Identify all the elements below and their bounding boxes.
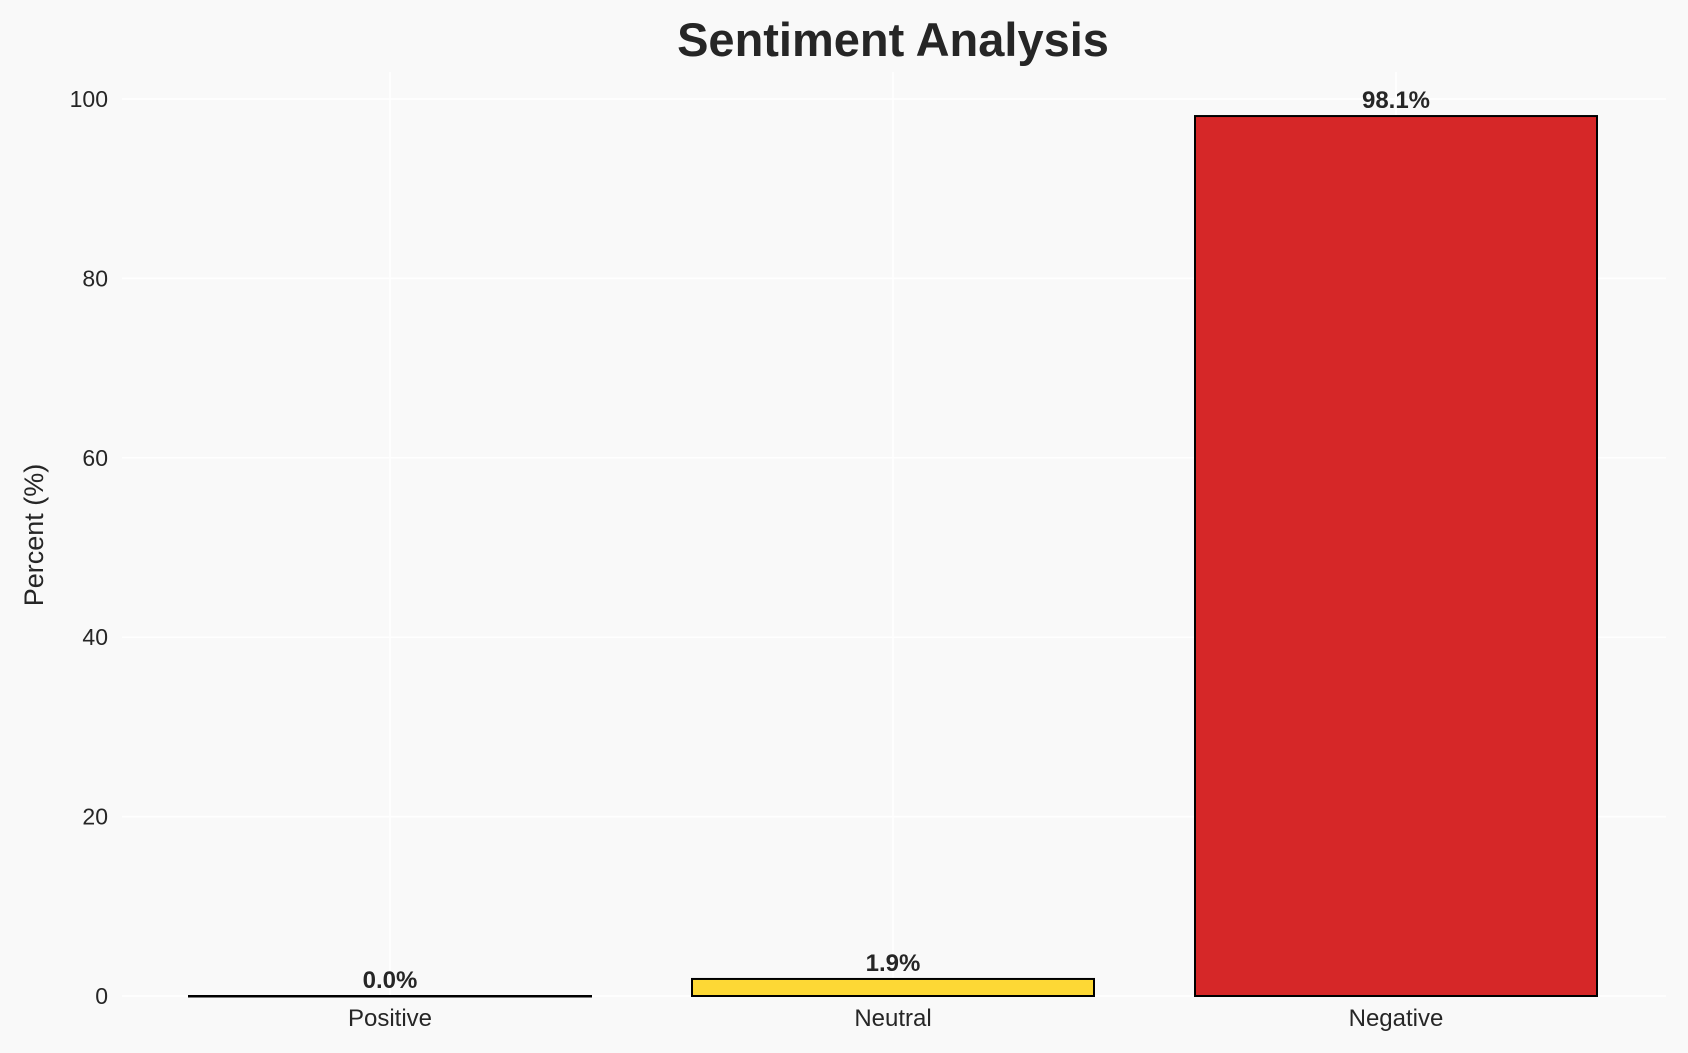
- y-tick-label: 60: [82, 445, 108, 471]
- data-label: 1.9%: [866, 950, 921, 977]
- y-tick-label: 100: [70, 86, 108, 112]
- bar-negative: [1194, 115, 1598, 997]
- y-axis-label: Percent (%): [19, 464, 49, 607]
- x-axis-ticks: Positive Neutral Negative: [348, 1005, 1443, 1032]
- bar-positive: [188, 995, 592, 998]
- bar-neutral: [691, 977, 1095, 997]
- x-tick-label: Negative: [1349, 1005, 1444, 1032]
- chart-title: Sentiment Analysis: [677, 13, 1109, 66]
- y-tick-label: 20: [82, 804, 108, 830]
- y-tick-label: 40: [82, 624, 108, 650]
- x-tick-label: Neutral: [854, 1005, 931, 1032]
- y-tick-label: 0: [95, 983, 108, 1009]
- data-label: 98.1%: [1362, 87, 1430, 114]
- y-axis-ticks: 0 20 40 60 80 100: [70, 86, 108, 1009]
- x-tick-label: Positive: [348, 1005, 432, 1032]
- y-tick-label: 80: [82, 265, 108, 291]
- data-label: 0.0%: [363, 967, 418, 994]
- data-labels: 0.0% 1.9% 98.1%: [363, 87, 1430, 994]
- bars: [188, 115, 1598, 998]
